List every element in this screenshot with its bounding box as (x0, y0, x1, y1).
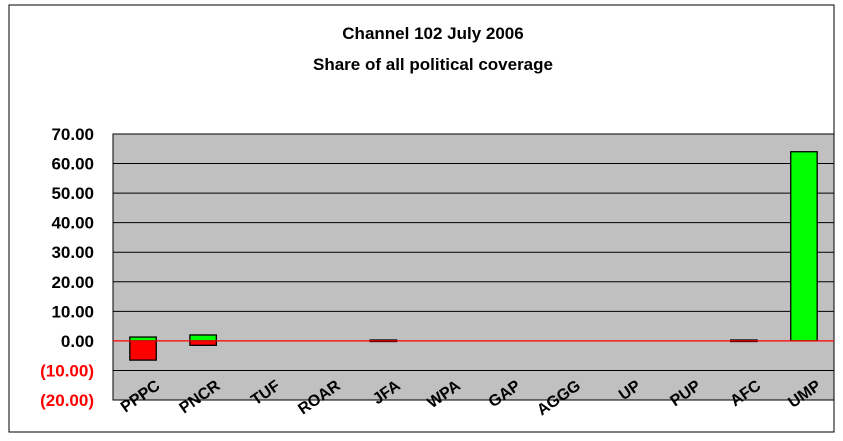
y-tick-label: 30.00 (51, 243, 94, 262)
y-tick-label: 70.00 (51, 125, 94, 144)
y-tick-label: 60.00 (51, 155, 94, 174)
plot-area: 70.00 60.00 50.00 40.00 30.00 20.00 10.00 0.00 (… (40, 125, 835, 419)
bar-ump-series-2 (790, 151, 818, 342)
y-tick-label: (20.00) (40, 391, 94, 410)
y-tick-label: 10.00 (51, 302, 94, 321)
bar-pppc-series-1 (129, 340, 157, 361)
chart-title: Channel 102 July 2006 (342, 24, 523, 43)
plot-background (112, 133, 835, 401)
bar-pncr-series-2 (189, 334, 217, 342)
y-tick-label: (10.00) (40, 361, 94, 380)
chart-subtitle: Share of all political coverage (313, 55, 553, 74)
y-tick-label: 40.00 (51, 214, 94, 233)
y-tick-label: 50.00 (51, 184, 94, 203)
y-tick-label: 20.00 (51, 273, 94, 292)
y-tick-label: 0.00 (61, 332, 94, 351)
bar-pncr-series-1 (189, 340, 217, 346)
